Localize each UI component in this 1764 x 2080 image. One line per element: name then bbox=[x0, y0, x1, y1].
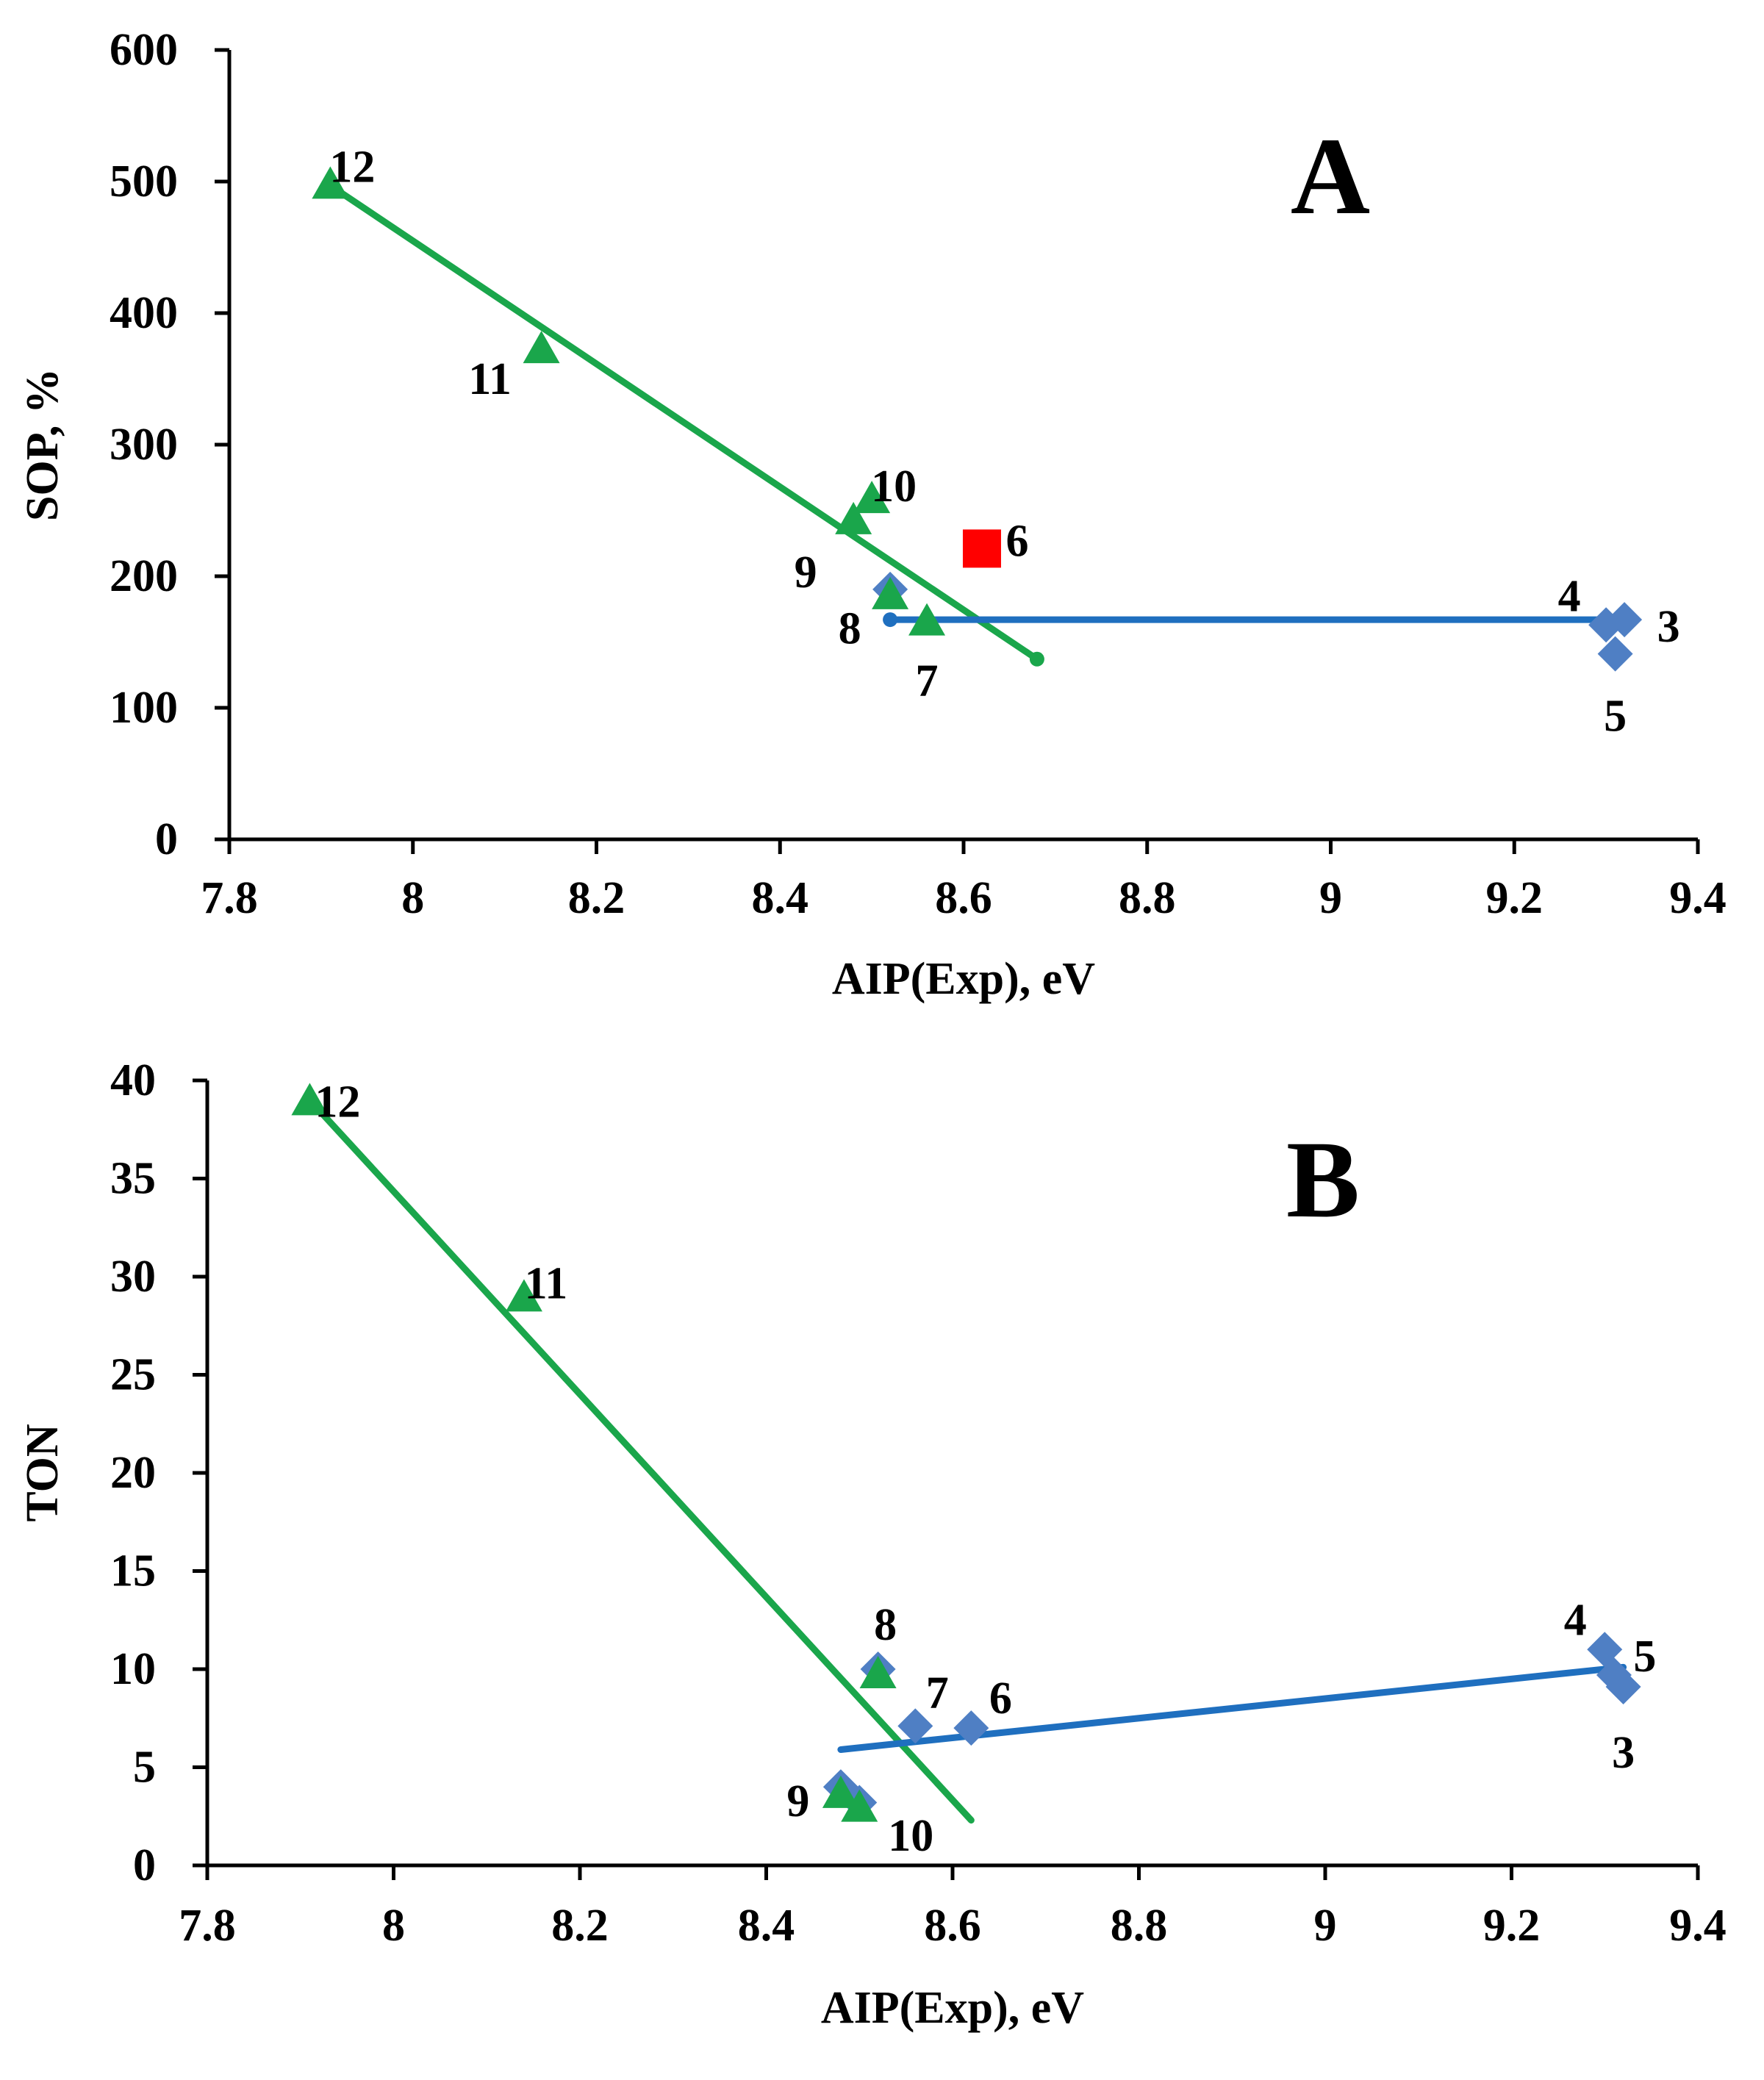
panel-a-point-label-4: 4 bbox=[1558, 572, 1581, 622]
panel-a-y-tick-label: 300 bbox=[110, 420, 178, 470]
panel-b-y-tick-label: 10 bbox=[110, 1644, 156, 1694]
panel-b-point-diamond-5 bbox=[1596, 1657, 1632, 1693]
panel-a-x-tick-label: 8.8 bbox=[1119, 873, 1176, 923]
panel-b-y-tick-label: 20 bbox=[110, 1448, 156, 1498]
panel-a-y-tick-label: 600 bbox=[110, 25, 178, 75]
panel-b-x-tick-label: 8.4 bbox=[738, 1901, 795, 1951]
panel-a-y-tick-label: 500 bbox=[110, 157, 178, 207]
panel-a-y-tick-label: 0 bbox=[155, 814, 178, 864]
panel-b-point-label-11: 11 bbox=[525, 1258, 568, 1308]
panel-b-letter: B bbox=[1286, 1119, 1360, 1241]
panel-a-x-tick-label: 9.2 bbox=[1486, 873, 1544, 923]
panel-b-x-tick-label: 9.2 bbox=[1483, 1901, 1541, 1951]
panel-b-x-tick-label: 7.8 bbox=[179, 1901, 236, 1951]
panel-b-x-tick-label: 8 bbox=[382, 1901, 405, 1951]
panel-b-point-triangle-8 bbox=[859, 1656, 897, 1689]
panel-a-point-label-6: 6 bbox=[1005, 516, 1028, 566]
panel-b-point-label-10: 10 bbox=[888, 1811, 933, 1861]
panel-b-point-label-5: 5 bbox=[1633, 1632, 1656, 1682]
panel-a-point-label-11: 11 bbox=[468, 354, 512, 404]
panel-a-trendline-green bbox=[326, 182, 1041, 663]
panel-a-point-diamond-4 bbox=[1588, 607, 1624, 643]
panel-a-trendline-end bbox=[883, 612, 898, 628]
panel-a-x-tick-label: 9 bbox=[1319, 873, 1342, 923]
panel-b-x-tick-label: 8.8 bbox=[1111, 1901, 1168, 1951]
panel-b-point-label-3: 3 bbox=[1612, 1728, 1635, 1778]
panel-a-trendline-end bbox=[1029, 651, 1044, 667]
panel-b-point-label-6: 6 bbox=[989, 1674, 1012, 1724]
panel-b-point-label-12: 12 bbox=[315, 1077, 360, 1127]
panel-b-y-tick-label: 35 bbox=[110, 1154, 156, 1204]
panel-a-point-label-8: 8 bbox=[839, 603, 861, 653]
panel-a-x-tick-label: 8.6 bbox=[935, 873, 992, 923]
panel-a-x-tick-label: 8 bbox=[401, 873, 424, 923]
panel-b-y-tick-label: 40 bbox=[110, 1055, 156, 1105]
panel-b-trendline-green bbox=[306, 1097, 975, 1824]
panel-a-point-triangle-8 bbox=[872, 576, 909, 609]
panel-a-x-tick-label: 8.4 bbox=[752, 873, 809, 923]
panel-b-y-tick-label: 15 bbox=[110, 1546, 156, 1596]
panel-b-point-triangle-12 bbox=[291, 1083, 329, 1116]
panel-b-point-triangle-11 bbox=[505, 1279, 542, 1312]
panel-a-chart: 0 100 200 300 400 500 600 7.8 8 8.2 8.4 8.6 8.8 9 9.2 9… bbox=[18, 25, 1727, 1004]
panel-a-point-square-6 bbox=[962, 529, 1001, 568]
panel-a-y-axis-title: SOP, % bbox=[18, 368, 68, 521]
panel-a-point-label-10: 10 bbox=[871, 462, 917, 512]
panel-a-point-triangle-11 bbox=[523, 331, 560, 364]
panel-b-trendline-blue bbox=[837, 1663, 1627, 1753]
panel-a-point-label-7: 7 bbox=[916, 656, 939, 706]
panel-a-point-triangle-10 bbox=[853, 481, 891, 514]
panel-a-point-label-12: 12 bbox=[329, 142, 375, 192]
panel-b-point-diamond-6 bbox=[953, 1710, 989, 1746]
panel-b-point-label-9: 9 bbox=[786, 1776, 809, 1826]
panel-b-point-label-7: 7 bbox=[926, 1668, 949, 1718]
panel-a-x-tick-label: 9.4 bbox=[1669, 873, 1727, 923]
panel-a-y-tick-label: 400 bbox=[110, 288, 178, 338]
panel-b-y-tick-label: 25 bbox=[110, 1350, 156, 1400]
panel-b-y-tick-label: 0 bbox=[133, 1840, 156, 1890]
panel-b-x-tick-label: 9.4 bbox=[1669, 1901, 1727, 1951]
panel-b-point-triangle-9 bbox=[822, 1775, 859, 1808]
panel-b-point-diamond-7 bbox=[897, 1708, 933, 1744]
panel-b-point-triangle-10 bbox=[841, 1789, 878, 1822]
panel-a-point-triangle-9 bbox=[835, 501, 872, 534]
panel-b-x-axis-title: AIP(Exp), eV bbox=[821, 1983, 1084, 2033]
panel-a-point-label-5: 5 bbox=[1604, 692, 1627, 742]
panel-b-x-tick-label: 8.2 bbox=[551, 1901, 609, 1951]
panel-a-x-tick-label: 7.8 bbox=[201, 873, 258, 923]
panel-a-point-label-9: 9 bbox=[795, 548, 817, 598]
panel-b-y-tick-label: 5 bbox=[133, 1743, 156, 1793]
panel-a-letter: A bbox=[1291, 115, 1370, 237]
panel-a-y-tick-label: 200 bbox=[110, 551, 178, 601]
panel-a-point-diamond-5 bbox=[1597, 636, 1633, 672]
panel-b-point-label-8: 8 bbox=[874, 1600, 897, 1650]
panel-b-y-tick-label: 30 bbox=[110, 1252, 156, 1302]
panel-b-y-axis-title: TON bbox=[18, 1424, 68, 1521]
panel-b-x-tick-label: 9 bbox=[1314, 1901, 1337, 1951]
panel-a-point-triangle-12 bbox=[312, 166, 349, 199]
panel-a-y-tick-label: 100 bbox=[110, 683, 178, 733]
panel-a-point-label-3: 3 bbox=[1657, 602, 1680, 652]
panel-b-x-tick-label: 8.6 bbox=[924, 1901, 981, 1951]
panel-a-x-tick-label: 8.2 bbox=[568, 873, 625, 923]
panel-a-x-axis-title: AIP(Exp), eV bbox=[832, 954, 1095, 1004]
panel-b-point-label-4: 4 bbox=[1564, 1595, 1587, 1645]
panel-a-point-triangle-7 bbox=[908, 603, 946, 636]
